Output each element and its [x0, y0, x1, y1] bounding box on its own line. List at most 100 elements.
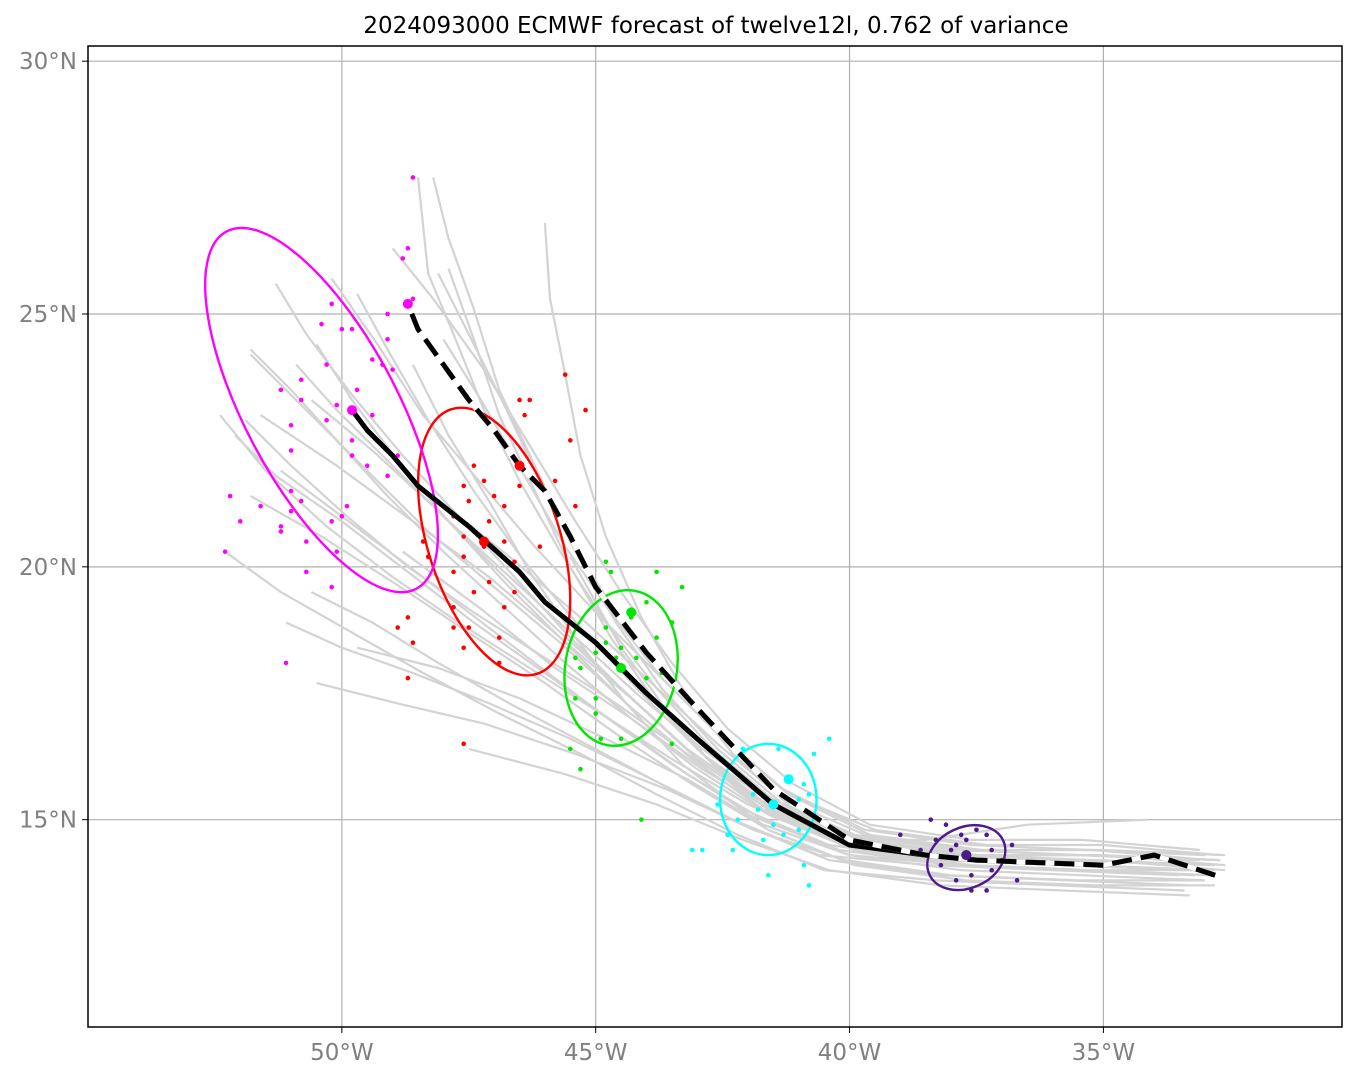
- ensemble-track-25: [416, 177, 1216, 867]
- member-point-4-34: [339, 513, 345, 519]
- member-point-4-7: [349, 326, 355, 332]
- member-point-4-32: [344, 503, 350, 509]
- member-point-0-13: [938, 862, 944, 868]
- member-point-0-2: [943, 822, 949, 828]
- member-point-4-15: [298, 377, 304, 383]
- member-point-3-3: [583, 407, 588, 413]
- member-point-3-11: [491, 493, 497, 499]
- member-point-1-17: [806, 883, 812, 888]
- member-point-4-23: [288, 448, 294, 453]
- member-point-0-12: [953, 878, 959, 883]
- ensemble-track-27: [244, 419, 1195, 862]
- member-point-2-9: [618, 645, 624, 651]
- member-point-2-12: [573, 655, 578, 661]
- member-point-4-41: [222, 549, 228, 554]
- member-point-4-31: [258, 503, 263, 509]
- member-point-4-43: [329, 584, 334, 590]
- mean-center-3: [479, 536, 489, 547]
- member-point-0-6: [984, 832, 989, 838]
- member-point-4-44: [283, 660, 289, 666]
- member-point-4-33: [288, 508, 294, 514]
- ensemble-track-24: [280, 469, 1185, 872]
- member-point-1-19: [700, 847, 705, 853]
- member-point-2-11: [593, 650, 598, 656]
- member-point-3-5: [568, 438, 573, 443]
- uncertainty-ellipse-3: [416, 406, 572, 677]
- ensemble-track-0: [569, 556, 1150, 842]
- member-point-1-12: [730, 847, 736, 853]
- member-point-4-12: [324, 362, 329, 367]
- y-tick-label-1: 20°N: [19, 555, 77, 581]
- member-point-4-20: [370, 412, 375, 418]
- member-point-2-26: [639, 817, 644, 822]
- member-point-1-6: [796, 797, 802, 802]
- member-point-4-5: [385, 311, 390, 317]
- member-point-0-5: [974, 827, 979, 833]
- member-point-4-19: [288, 422, 294, 428]
- member-point-2-18: [573, 696, 578, 701]
- member-point-4-14: [278, 387, 284, 393]
- member-point-3-16: [486, 519, 492, 524]
- ensemble-track-10: [249, 495, 1216, 887]
- member-point-3-29: [502, 604, 507, 610]
- member-point-3-8: [461, 483, 466, 489]
- member-point-4-17: [298, 397, 304, 403]
- member-point-2-22: [578, 766, 583, 772]
- control-track-base: [405, 302, 1216, 878]
- member-point-3-23: [512, 559, 517, 565]
- x-tick-label-0: 50°W: [310, 1040, 374, 1066]
- member-point-1-22: [755, 807, 761, 812]
- member-point-4-0: [410, 175, 416, 180]
- member-point-2-24: [669, 741, 675, 747]
- member-point-3-12: [466, 498, 472, 504]
- member-point-2-19: [593, 711, 598, 716]
- member-point-3-17: [461, 534, 466, 539]
- member-point-4-42: [304, 569, 309, 575]
- member-point-2-4: [644, 599, 649, 605]
- member-point-4-28: [227, 493, 233, 499]
- member-point-0-20: [964, 837, 969, 843]
- member-point-3-36: [461, 645, 466, 651]
- ensemble-track-29: [437, 273, 1221, 862]
- member-point-0-11: [969, 872, 974, 878]
- member-point-1-5: [801, 781, 807, 787]
- member-point-3-6: [471, 463, 477, 469]
- mean-center-1: [768, 799, 779, 810]
- ensemble-track-6: [432, 177, 1221, 857]
- ensemble-track-28: [249, 348, 1211, 877]
- member-point-4-37: [278, 524, 284, 529]
- member-point-1-2: [776, 746, 781, 752]
- member-point-0-4: [958, 832, 964, 838]
- member-point-2-20: [618, 736, 624, 742]
- control-track: [405, 302, 1216, 878]
- uncertainty-ellipses: [203, 226, 1007, 892]
- member-point-4-8: [339, 326, 345, 332]
- uncertainty-ellipse-2: [563, 588, 679, 747]
- member-point-2-1: [608, 569, 614, 575]
- member-point-4-25: [364, 463, 370, 469]
- uncertainty-ellipse-4: [203, 226, 440, 594]
- member-point-3-25: [486, 579, 492, 585]
- axis-ticks: 50°W 45°W 40°W 35°W 15°N 20°N 25°N 30°N: [19, 49, 1135, 1066]
- member-point-4-35: [238, 519, 243, 524]
- control-center-3: [514, 460, 525, 471]
- member-point-2-13: [578, 665, 583, 671]
- member-point-2-21: [568, 746, 573, 752]
- member-point-3-32: [466, 625, 472, 630]
- mean-center-2: [616, 662, 627, 673]
- member-point-0-15: [898, 832, 903, 838]
- uncertainty-ellipse-1: [718, 742, 818, 857]
- member-point-3-34: [496, 635, 502, 640]
- ensemble-track-22: [310, 591, 1190, 887]
- member-point-1-15: [796, 827, 802, 833]
- member-point-3-14: [573, 503, 578, 509]
- control-center-2: [626, 607, 637, 618]
- member-point-3-9: [517, 483, 522, 489]
- member-point-4-22: [349, 438, 355, 443]
- member-point-1-23: [771, 822, 776, 828]
- member-point-2-6: [603, 625, 609, 630]
- member-point-3-28: [451, 604, 456, 610]
- member-point-0-8: [1009, 842, 1015, 848]
- member-point-3-39: [461, 741, 466, 747]
- member-point-3-27: [512, 589, 517, 595]
